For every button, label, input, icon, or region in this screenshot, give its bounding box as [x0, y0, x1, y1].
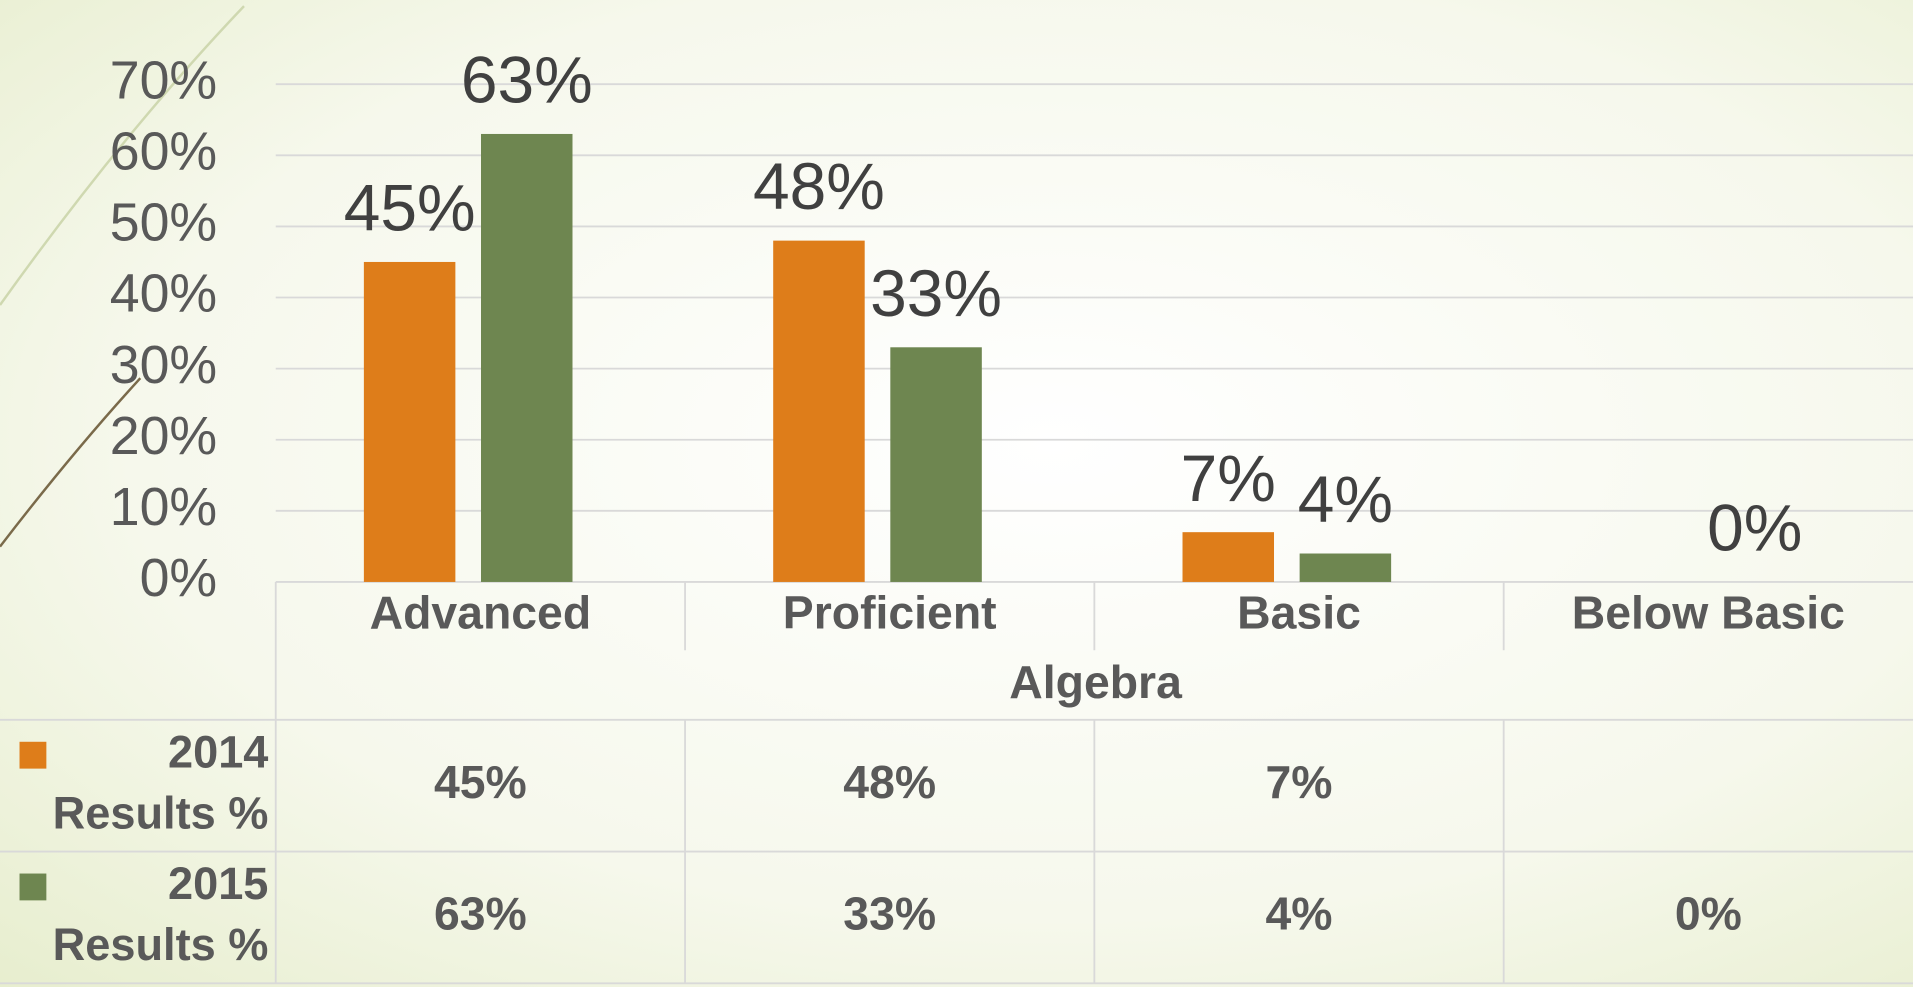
y-tick-label: 40%	[110, 264, 217, 324]
decor-curve	[0, 377, 142, 548]
data-label: 7%	[1181, 441, 1276, 515]
data-label: 45%	[344, 171, 476, 245]
table-cell: 45%	[434, 756, 527, 808]
data-label: 4%	[1298, 462, 1393, 536]
x-tick-label: Advanced	[370, 586, 592, 638]
table-cell: 48%	[843, 756, 936, 808]
legend-label: 2015 Results %	[52, 858, 269, 970]
x-tick-label: Basic	[1237, 586, 1361, 638]
y-tick-label: 70%	[110, 50, 217, 110]
data-label: 0%	[1707, 491, 1802, 565]
x-group-label: Algebra	[1009, 656, 1183, 708]
legend-label: 2014 Results %	[52, 727, 269, 839]
bar	[1182, 532, 1275, 582]
table-cell: 33%	[843, 888, 936, 940]
y-tick-label: 50%	[110, 193, 217, 253]
y-tick-label: 0%	[140, 548, 218, 608]
y-tick-label: 60%	[110, 121, 217, 181]
y-tick-label: 20%	[110, 406, 217, 466]
legend-label-box: 2015 Results %	[52, 858, 269, 970]
bar	[773, 240, 865, 582]
x-tick-label: Proficient	[783, 586, 997, 638]
data-label: 33%	[870, 256, 1002, 330]
legend-swatch	[19, 741, 47, 769]
data-label: 48%	[753, 149, 885, 223]
data-label: 63%	[461, 43, 593, 117]
bar	[480, 133, 573, 582]
table-cell: 7%	[1266, 756, 1333, 808]
legend-label-box: 2014 Results %	[52, 727, 269, 839]
x-tick-label: Below Basic	[1572, 586, 1845, 638]
table-cell: 0%	[1675, 888, 1742, 940]
table-cell: 4%	[1266, 888, 1333, 940]
bar	[363, 261, 456, 582]
bar	[1299, 553, 1392, 582]
table-cell: 63%	[434, 888, 527, 940]
decor-curve	[0, 5, 245, 306]
legend-swatch	[19, 873, 47, 901]
y-tick-label: 10%	[110, 477, 217, 537]
bar	[890, 347, 982, 582]
y-tick-label: 30%	[110, 335, 217, 395]
